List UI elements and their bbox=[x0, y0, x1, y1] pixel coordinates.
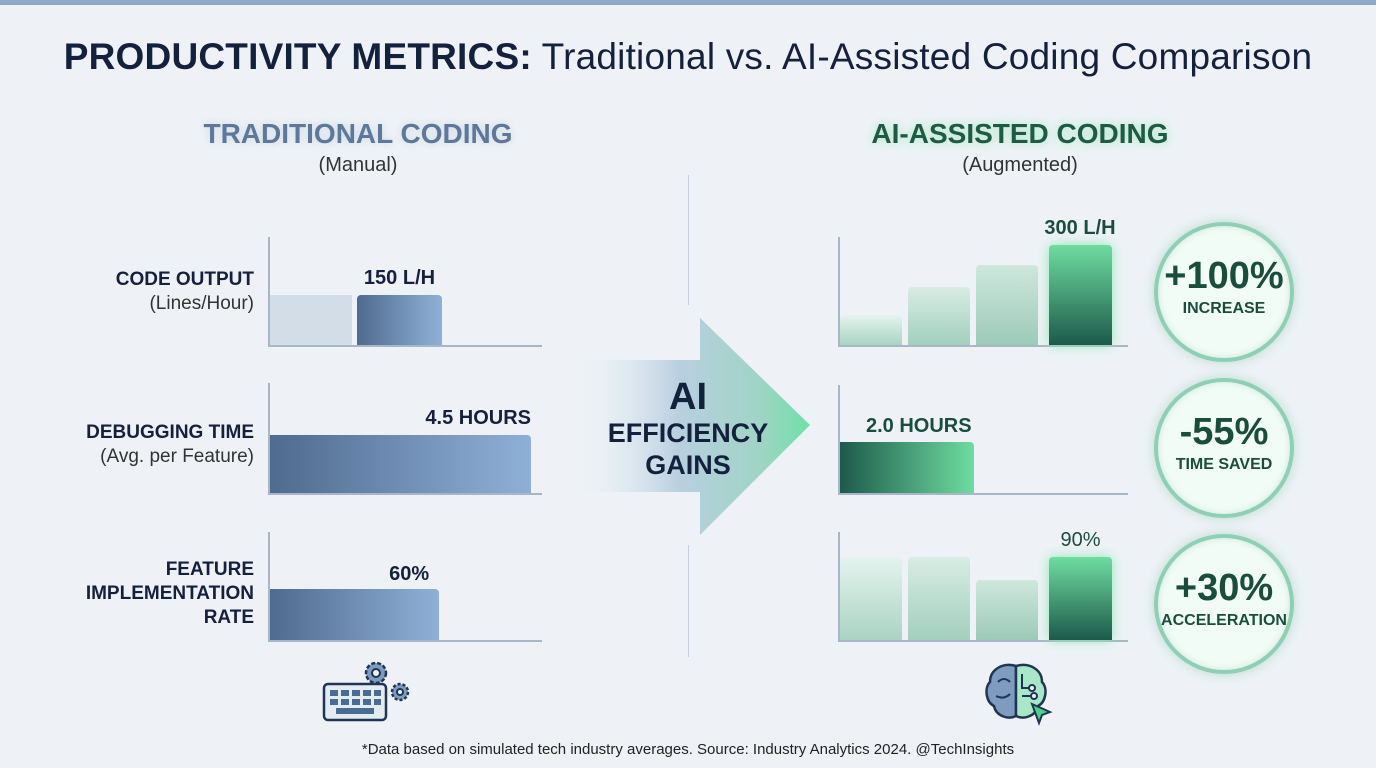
axis-x bbox=[268, 345, 542, 347]
axis-x bbox=[838, 640, 1128, 642]
top-accent-bar bbox=[0, 0, 1376, 5]
ai-feature-rate-bar bbox=[1049, 557, 1112, 640]
axis-y bbox=[268, 237, 270, 345]
traditional-feature-rate-label: 60% bbox=[389, 563, 430, 585]
center-divider bbox=[688, 175, 689, 305]
badge-acceleration: +30% ACCELERATION bbox=[1154, 534, 1294, 674]
page-title: PRODUCTIVITY METRICS: Traditional vs. AI… bbox=[63, 36, 1313, 77]
brain-circuit-icon bbox=[985, 663, 1053, 726]
traditional-feature-rate-bar bbox=[270, 589, 440, 640]
axis-y bbox=[838, 237, 840, 345]
keyboard-gear-icon bbox=[322, 661, 410, 722]
axis-y bbox=[268, 532, 270, 640]
axis-y bbox=[838, 532, 840, 640]
ai-background-bar bbox=[976, 265, 1038, 345]
ai-background-bar bbox=[976, 580, 1038, 640]
ai-background-bar bbox=[840, 315, 902, 345]
arrow-text-ai: AI bbox=[669, 376, 707, 418]
arrow-text-gains: GAINS bbox=[645, 450, 731, 480]
ai-heading: AI-ASSISTED CODING (Augmented) bbox=[871, 118, 1169, 176]
traditional-code-output-label: 150 L/H bbox=[363, 267, 436, 289]
axis-x bbox=[838, 493, 1128, 495]
ai-code-output-bar bbox=[1049, 245, 1112, 345]
center-divider bbox=[688, 545, 689, 657]
footer-source-note: *Data based on simulated tech industry a… bbox=[361, 741, 1015, 758]
ai-background-bar bbox=[840, 557, 902, 640]
traditional-background-bar bbox=[270, 295, 352, 345]
arrow-text-efficiency: EFFICIENCY bbox=[607, 418, 769, 448]
ai-feature-rate-label: 90% bbox=[1060, 529, 1101, 552]
axis-x bbox=[268, 640, 542, 642]
axis-x bbox=[838, 345, 1128, 347]
ai-debugging-label: 2.0 HOURS bbox=[866, 415, 972, 437]
axis-x bbox=[268, 493, 542, 495]
ai-code-output-label: 300 L/H bbox=[1044, 217, 1116, 239]
metric-label-feature-rate: FEATURE IMPLEMENTATION RATE bbox=[85, 559, 254, 628]
traditional-heading: TRADITIONAL CODING (Manual) bbox=[203, 118, 513, 176]
traditional-debugging-label: 4.5 HOURS bbox=[425, 407, 531, 429]
metric-label-code-output: CODE OUTPUT (Lines/Hour) bbox=[115, 269, 254, 314]
badge-time-saved: -55% TIME SAVED bbox=[1154, 378, 1294, 518]
ai-background-bar bbox=[908, 557, 970, 640]
axis-y bbox=[268, 383, 270, 493]
badge-increase: +100% INCREASE bbox=[1154, 222, 1294, 362]
traditional-debugging-bar bbox=[270, 435, 531, 493]
traditional-code-output-bar bbox=[357, 295, 442, 345]
ai-debugging-bar bbox=[840, 442, 974, 493]
axis-y bbox=[838, 385, 840, 493]
ai-background-bar bbox=[908, 286, 970, 345]
metric-label-debugging-time: DEBUGGING TIME (Avg. per Feature) bbox=[86, 422, 254, 467]
efficiency-arrow bbox=[570, 318, 810, 535]
